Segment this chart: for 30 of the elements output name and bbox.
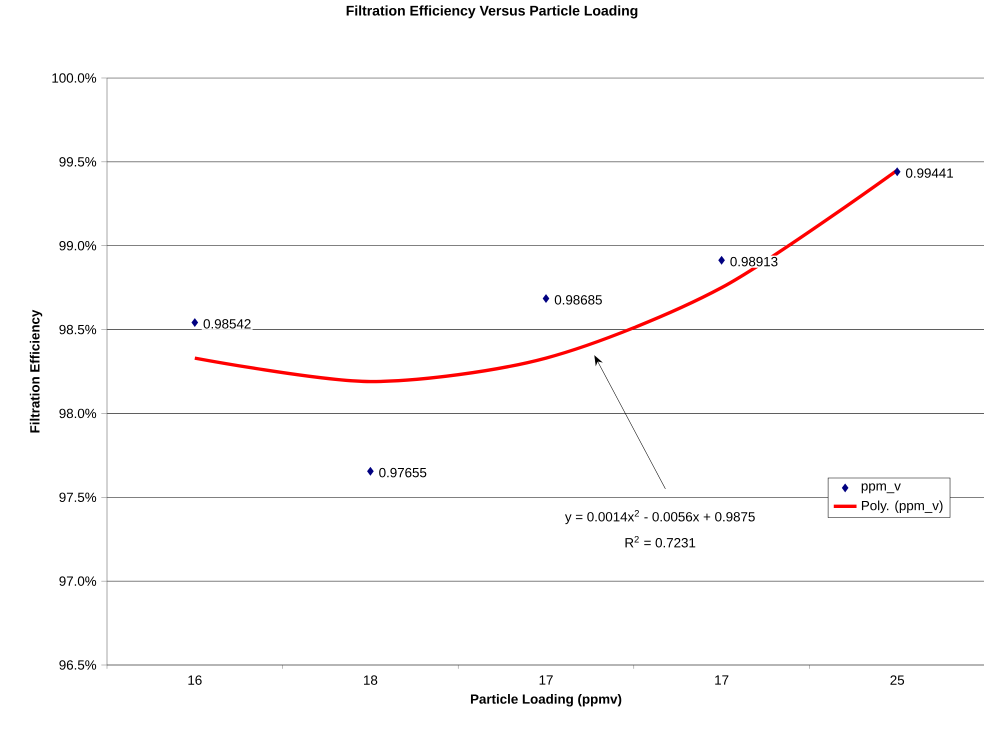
- data-label: 0.99441: [906, 168, 954, 178]
- x-tick-label: 17: [540, 675, 553, 685]
- y-tick-label: 97.0%: [59, 576, 96, 586]
- legend-label: Poly. (ppm_v): [862, 500, 943, 513]
- annotation: y = 0.0014x$^{2}$ - 0.0056x + 0.9875: [564, 510, 755, 524]
- point: [192, 318, 198, 327]
- x-axis-title: Particle Loading (ppmv): [470, 694, 622, 706]
- y-tick-label: 99.0%: [59, 241, 96, 250]
- y-tick-label: 100.0%: [52, 73, 96, 83]
- point: [542, 294, 550, 303]
- data-label: 0.97655: [379, 468, 426, 478]
- y-tick-label: 98.0%: [59, 408, 96, 418]
- point: [718, 256, 725, 265]
- y-tick-label: 97.5%: [59, 492, 96, 502]
- point: [367, 467, 374, 476]
- x-tick-label: 25: [890, 675, 904, 685]
- y-tick-label: 99.5%: [59, 157, 96, 167]
- point: [894, 167, 900, 176]
- data-label: 0.98542: [204, 319, 251, 329]
- y-axis-title: Filtration Efficiency: [30, 310, 42, 432]
- x-tick-label: 17: [715, 675, 728, 685]
- x-tick-label: 16: [188, 675, 202, 685]
- y-tick-label: 98.5%: [59, 324, 96, 334]
- x-tick-label: 18: [364, 675, 378, 685]
- data-label: 0.98685: [554, 295, 602, 305]
- data-label: 0.98913: [730, 256, 778, 266]
- legend-label: ppm_v: [862, 483, 901, 494]
- chart-title: Filtration Efficiency Versus Particle Loading: [346, 5, 638, 18]
- annotation: R$^{2}$ = 0.7231: [626, 536, 696, 548]
- y-tick-label: 96.5%: [59, 660, 96, 670]
